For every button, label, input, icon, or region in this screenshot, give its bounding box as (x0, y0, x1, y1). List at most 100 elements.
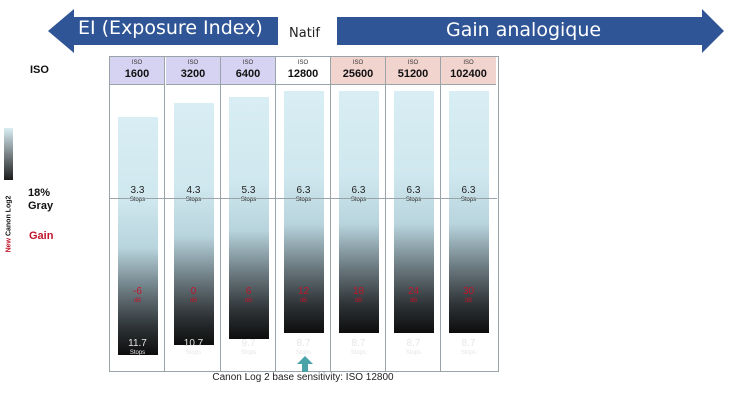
dynamic-range-bar (394, 91, 434, 333)
left-arrow-shape (48, 9, 278, 53)
stops-below-gray-value: 8.7 (351, 338, 366, 349)
log2-new-word: New (5, 237, 13, 253)
stops-below-gray-value: 8.7 (406, 338, 421, 349)
stops-below-gray-value: 8.7 (296, 338, 311, 349)
gain-db: 24 dB (386, 286, 441, 305)
iso-small-label: ISO (242, 60, 254, 66)
stops-above-gray-value: 5.3 (241, 185, 256, 196)
stops-above-gray: 6.3 Stops (276, 185, 331, 204)
iso-table: ISO 1600 3.3 Stops -6 dB 11.7 Stops ISO 3200 4.3 St… (109, 56, 499, 372)
gain-db-unit: dB (354, 298, 363, 304)
stops-below-gray: 9.7 Stops (221, 338, 276, 357)
iso-column: ISO 1600 3.3 Stops -6 dB 11.7 Stops (110, 57, 165, 371)
arrows-graphic (48, 9, 724, 53)
gain-db-value: 6 (245, 286, 252, 297)
stops-below-gray-unit: Stops (240, 350, 257, 356)
stops-below-gray-unit: Stops (405, 350, 422, 356)
iso-column-header: ISO 102400 (441, 57, 496, 85)
stops-below-gray-unit: Stops (350, 350, 367, 356)
stops-below-gray-unit: Stops (460, 350, 477, 356)
iso-small-label: ISO (463, 60, 474, 66)
gain-db-unit: dB (133, 298, 142, 304)
stops-above-gray-unit: Stops (240, 197, 257, 203)
native-label: Natif (289, 26, 320, 41)
stops-above-gray: 4.3 Stops (166, 185, 221, 204)
stops-below-gray: 8.7 Stops (386, 338, 441, 357)
gain-db-unit: dB (409, 298, 418, 304)
stops-above-gray-unit: Stops (460, 197, 477, 203)
dynamic-range-bar (174, 103, 214, 345)
stops-above-gray-unit: Stops (129, 197, 146, 203)
gain-db: -6 dB (110, 286, 165, 305)
stops-above-gray-value: 6.3 (351, 185, 366, 196)
stops-below-gray-unit: Stops (185, 350, 202, 356)
iso-column-header: ISO 12800 (276, 57, 330, 85)
stops-below-gray-value: 9.7 (241, 338, 256, 349)
iso-small-label: ISO (297, 60, 309, 66)
stops-below-gray: 11.7 Stops (110, 338, 165, 357)
gain-db-value: 18 (352, 286, 365, 297)
gain-db-unit: dB (464, 298, 473, 304)
stops-above-gray-unit: Stops (350, 197, 367, 203)
base-sensitivity-caption: Canon Log 2 base sensitivity: ISO 12800 (212, 372, 394, 383)
stops-above-gray-value: 6.3 (406, 185, 421, 196)
iso-value: 51200 (397, 68, 429, 80)
gain-db-value: 24 (407, 286, 420, 297)
iso-column-header: ISO 51200 (386, 57, 440, 85)
stops-above-gray: 3.3 Stops (110, 185, 165, 204)
stops-above-gray-unit: Stops (405, 197, 422, 203)
stops-below-gray-value: 10.7 (183, 338, 204, 349)
iso-value: 12800 (287, 68, 319, 80)
stops-below-gray: 8.7 Stops (331, 338, 386, 357)
gray-row-label: 18% Gray (28, 187, 53, 213)
iso-column: ISO 3200 4.3 Stops 0 dB 10.7 Stops (166, 57, 221, 371)
iso-value: 3200 (180, 68, 206, 80)
stops-below-gray-unit: Stops (295, 350, 312, 356)
gain-db: 6 dB (221, 286, 276, 305)
iso-column: ISO 12800 6.3 Stops 12 dB 8.7 Stops (276, 57, 331, 371)
dynamic-range-bar (339, 91, 379, 333)
analog-gain-label: Gain analogique (446, 19, 602, 41)
dynamic-range-bar (284, 91, 324, 333)
iso-value: 1600 (124, 68, 150, 80)
iso-column-header: ISO 6400 (221, 57, 275, 85)
canon-log2-vertical-label: New Canon Log2 (6, 196, 13, 253)
gain-db-value: -6 (133, 286, 142, 297)
gray-18-line (109, 198, 497, 199)
iso-value: 25600 (342, 68, 374, 80)
gain-db-value: 30 (462, 286, 475, 297)
dynamic-range-bar (118, 117, 158, 355)
dynamic-range-bar (449, 91, 489, 333)
right-arrow-shape (337, 9, 724, 53)
stops-below-gray: 10.7 Stops (166, 338, 221, 357)
iso-column: ISO 25600 6.3 Stops 18 dB 8.7 Stops (331, 57, 386, 371)
gain-db-unit: dB (244, 298, 253, 304)
gain-db-value: 12 (297, 286, 310, 297)
iso-column: ISO 51200 6.3 Stops 24 dB 8.7 Stops (386, 57, 441, 371)
stops-above-gray: 6.3 Stops (331, 185, 386, 204)
stops-above-gray-value: 3.3 (130, 185, 145, 196)
gain-db: 18 dB (331, 286, 386, 305)
exposure-index-label: EI (Exposure Index) (78, 17, 263, 39)
gain-db-value: 0 (190, 286, 197, 297)
stops-above-gray-value: 6.3 (461, 185, 476, 196)
stops-above-gray-value: 4.3 (186, 185, 201, 196)
log2-name: Canon Log2 (5, 195, 13, 238)
stops-above-gray-unit: Stops (185, 197, 202, 203)
iso-value: 6400 (235, 68, 261, 80)
iso-column-header: ISO 3200 (166, 57, 220, 85)
stops-above-gray: 5.3 Stops (221, 185, 276, 204)
stops-below-gray: 8.7 Stops (441, 338, 496, 357)
stops-below-gray-unit: Stops (129, 350, 146, 356)
gain-db-unit: dB (299, 298, 308, 304)
iso-column: ISO 6400 5.3 Stops 6 dB 9.7 Stops (221, 57, 276, 371)
iso-small-label: ISO (352, 60, 364, 66)
gray-word-label: Gray (28, 200, 54, 212)
iso-column-header: ISO 25600 (331, 57, 385, 85)
stops-above-gray: 6.3 Stops (386, 185, 441, 204)
iso-value: 102400 (450, 68, 487, 80)
stops-above-gray: 6.3 Stops (441, 185, 496, 204)
iso-small-label: ISO (407, 60, 419, 66)
gain-db: 30 dB (441, 286, 496, 305)
log2-gradient-swatch (4, 128, 13, 180)
